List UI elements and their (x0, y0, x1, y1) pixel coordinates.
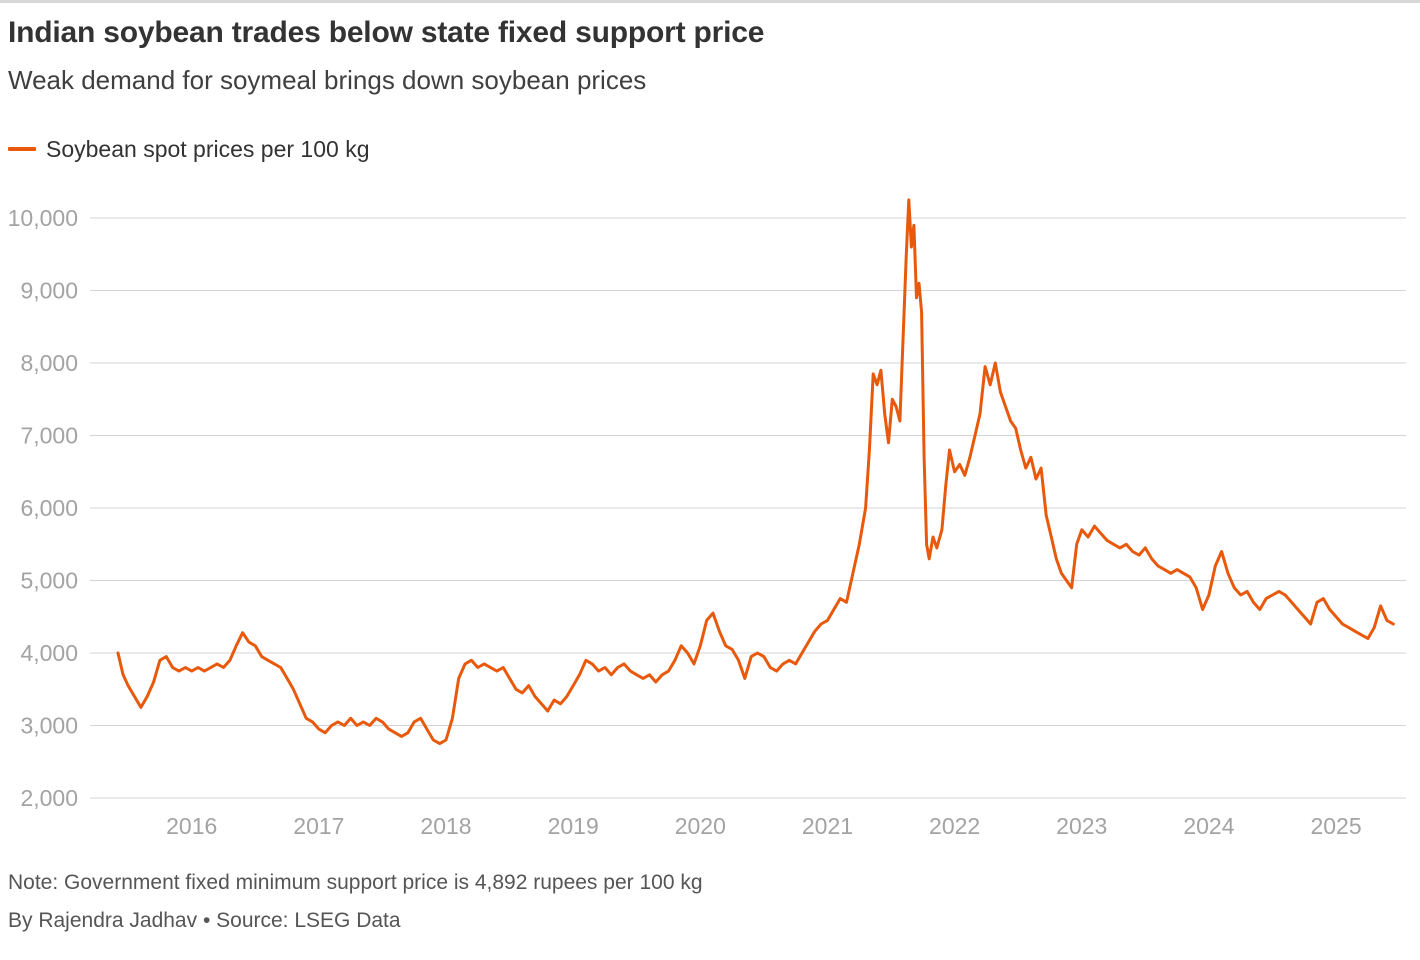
price-line (116, 198, 1395, 746)
chart-footer: Note: Government fixed minimum support p… (0, 870, 1420, 935)
x-tick-label: 2022 (929, 813, 980, 839)
x-tick-label: 2025 (1310, 813, 1361, 839)
y-gridlines (90, 217, 1406, 799)
x-tick-label: 2018 (420, 813, 471, 839)
y-axis-labels: 10,000 9,000 8,000 7,000 6,000 5,000 4,000 3,00… (8, 205, 78, 811)
x-tick-label: 2024 (1183, 813, 1234, 839)
chart-legend: Soybean spot prices per 100 kg (8, 134, 1412, 164)
x-tick-label: 2023 (1056, 813, 1107, 839)
chart-header: Indian soybean trades below state fixed … (0, 3, 1420, 164)
chart-subtitle: Weak demand for soymeal brings down soyb… (8, 65, 647, 95)
note-text: Note: Government fixed minimum support p… (8, 871, 703, 895)
x-tick-label: 2017 (293, 813, 344, 839)
y-tick-label: 3,000 (20, 713, 78, 739)
y-tick-label: 2,000 (20, 785, 78, 811)
chart-area: 10,000 9,000 8,000 7,000 6,000 5,000 4,000 3,00… (0, 166, 1420, 856)
page-title: Indian soybean trades below state fixed … (8, 16, 765, 49)
byline-text: By Rajendra Jadhav • Source: LSEG Data (8, 909, 401, 933)
y-tick-label: 9,000 (20, 278, 78, 304)
y-tick-label: 4,000 (20, 640, 78, 666)
x-tick-label: 2019 (548, 813, 599, 839)
x-tick-label: 2016 (166, 813, 217, 839)
x-axis-labels: 2016 2017 2018 2019 2020 2021 2022 2023 2024 2025 (166, 813, 1362, 839)
legend-line-swatch (8, 147, 36, 152)
y-tick-label: 10,000 (8, 205, 78, 231)
price-line-chart: 10,000 9,000 8,000 7,000 6,000 5,000 4,000 3,00… (8, 198, 1406, 839)
legend-label: Soybean spot prices per 100 kg (46, 135, 370, 162)
y-tick-label: 5,000 (20, 568, 78, 594)
y-tick-label: 8,000 (20, 350, 78, 376)
x-tick-label: 2020 (675, 813, 726, 839)
y-tick-label: 7,000 (20, 423, 78, 449)
x-tick-label: 2021 (802, 813, 853, 839)
y-tick-label: 6,000 (20, 495, 78, 521)
